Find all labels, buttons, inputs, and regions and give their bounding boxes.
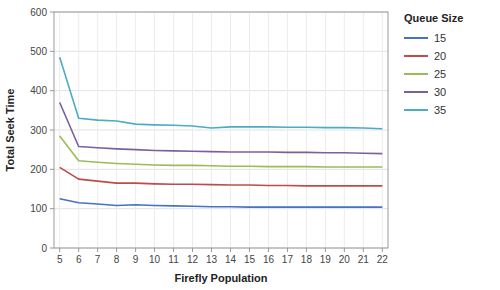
y-tick-label: 400 <box>30 85 47 96</box>
legend-title: Queue Size <box>404 12 463 24</box>
x-tick-label: 8 <box>114 254 120 265</box>
series-line <box>60 167 383 185</box>
x-tick <box>344 248 345 252</box>
x-tick <box>116 248 117 252</box>
x-tick-label: 5 <box>57 254 63 265</box>
legend-label: 25 <box>434 68 446 80</box>
x-tick <box>211 248 212 252</box>
legend-swatch <box>404 109 428 111</box>
x-grid-line <box>268 12 269 248</box>
x-grid-line <box>211 12 212 248</box>
chart: 0 100 200 300 400 500 600 5 6 7 8 9 10 11 12 13 14 15 16 17… <box>0 0 500 290</box>
x-grid-line <box>344 12 345 248</box>
x-grid-line <box>230 12 231 248</box>
y-tick-label: 0 <box>41 243 47 254</box>
x-tick <box>363 248 364 252</box>
x-grid-line <box>116 12 117 248</box>
y-tick <box>50 12 54 13</box>
x-tick-label: 22 <box>377 254 389 265</box>
y-tick-label: 200 <box>30 164 47 175</box>
x-grid-line <box>382 12 383 248</box>
y-tick <box>50 51 54 52</box>
x-tick-label: 19 <box>320 254 332 265</box>
x-tick-label: 20 <box>339 254 351 265</box>
x-tick <box>59 248 60 252</box>
x-grid-line <box>306 12 307 248</box>
x-tick <box>325 248 326 252</box>
series-line <box>60 57 383 129</box>
x-grid-line <box>249 12 250 248</box>
y-tick-label: 300 <box>30 125 47 136</box>
axes: 0 100 200 300 400 500 600 5 6 7 8 9 10 11 12 13 14 15 16 17… <box>30 7 388 266</box>
x-grid-line <box>97 12 98 248</box>
grid <box>54 12 388 248</box>
x-tick-label: 12 <box>187 254 199 265</box>
x-tick-label: 16 <box>263 254 275 265</box>
x-grid-line <box>287 12 288 248</box>
legend-swatch <box>404 37 428 39</box>
y-tick-label: 500 <box>30 46 47 57</box>
x-tick <box>135 248 136 252</box>
x-grid-line <box>363 12 364 248</box>
y-grid-line <box>54 90 388 91</box>
x-tick-label: 9 <box>133 254 139 265</box>
legend-label: 30 <box>434 86 446 98</box>
x-grid-line <box>59 12 60 248</box>
plot-frame <box>54 12 388 248</box>
x-grid-line <box>154 12 155 248</box>
x-tick-label: 17 <box>282 254 294 265</box>
y-tick <box>50 130 54 131</box>
x-tick-label: 14 <box>225 254 237 265</box>
y-grid-line <box>54 130 388 131</box>
x-tick-label: 15 <box>244 254 256 265</box>
legend-swatch <box>404 73 428 75</box>
y-grid-line <box>54 208 388 209</box>
x-grid-line <box>135 12 136 248</box>
x-tick-label: 21 <box>358 254 370 265</box>
y-grid-line <box>54 51 388 52</box>
x-tick <box>268 248 269 252</box>
x-tick-label: 13 <box>206 254 218 265</box>
chart-container: 0 100 200 300 400 500 600 5 6 7 8 9 10 11 12 13 14 15 16 17… <box>0 0 500 290</box>
y-axis-label: Total Seek Time <box>4 89 16 172</box>
series-line <box>60 199 383 207</box>
legend-label: 35 <box>434 104 446 116</box>
x-tick <box>78 248 79 252</box>
series-lines <box>60 57 383 207</box>
legend: Queue Size 15 20 25 30 35 <box>404 12 463 116</box>
y-tick <box>50 248 54 249</box>
x-grid-line <box>192 12 193 248</box>
x-grid-line <box>325 12 326 248</box>
x-tick <box>154 248 155 252</box>
x-tick <box>382 248 383 252</box>
x-tick-label: 18 <box>301 254 313 265</box>
x-tick-label: 10 <box>149 254 161 265</box>
y-tick-label: 100 <box>30 203 47 214</box>
x-tick-label: 7 <box>95 254 101 265</box>
y-tick <box>50 169 54 170</box>
x-grid-line <box>78 12 79 248</box>
y-tick <box>50 208 54 209</box>
x-tick <box>249 248 250 252</box>
legend-swatch <box>404 55 428 57</box>
y-tick <box>50 90 54 91</box>
legend-label: 20 <box>434 50 446 62</box>
x-tick <box>173 248 174 252</box>
x-grid-line <box>173 12 174 248</box>
x-axis-label: Firefly Population <box>175 272 268 284</box>
y-grid-line <box>54 169 388 170</box>
x-tick <box>306 248 307 252</box>
x-tick <box>287 248 288 252</box>
x-tick-label: 11 <box>168 254 179 265</box>
legend-label: 15 <box>434 32 446 44</box>
x-tick <box>230 248 231 252</box>
x-tick-label: 6 <box>76 254 82 265</box>
x-tick <box>192 248 193 252</box>
legend-swatch <box>404 91 428 93</box>
y-tick-label: 600 <box>30 7 47 18</box>
x-tick <box>97 248 98 252</box>
